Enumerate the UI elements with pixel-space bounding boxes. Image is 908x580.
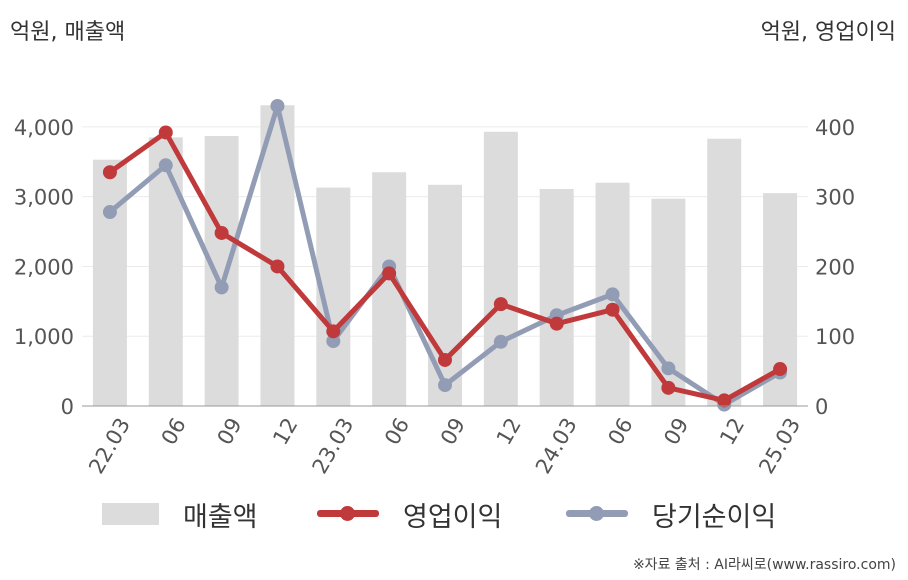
net-income-point	[158, 158, 173, 173]
left-tick-label: 0	[61, 395, 74, 419]
legend: 매출액 영업이익 당기순이익	[0, 492, 908, 536]
x-tick-label: 06	[157, 414, 191, 449]
right-tick-label: 300	[815, 186, 855, 210]
bar	[92, 159, 127, 406]
operating-income-point	[493, 297, 508, 312]
operating-income-point	[326, 324, 341, 339]
line-series	[102, 98, 788, 412]
operating-income-point	[438, 352, 452, 367]
left-tick-label: 1,000	[14, 325, 74, 349]
right-axis-unit: 억원, 영업이익	[760, 20, 896, 45]
x-tick-label: 09	[213, 414, 247, 449]
operating-income-point	[549, 316, 564, 331]
x-tick-label: 09	[659, 414, 693, 449]
operating-income-point	[102, 165, 117, 180]
net-income-point	[661, 361, 676, 376]
bar	[148, 137, 183, 406]
operating-income-point	[382, 266, 397, 281]
bar	[539, 188, 574, 406]
x-tick-label: 12	[492, 414, 526, 449]
x-tick-label: 06	[380, 414, 414, 449]
operating-income-point	[214, 225, 229, 240]
left-tick-label: 4,000	[14, 116, 74, 140]
legend-label-sales: 매출액	[183, 501, 258, 533]
left-tick-label: 3,000	[14, 186, 74, 210]
bar	[707, 138, 742, 407]
net-income-point	[493, 334, 508, 349]
right-tick-label: 100	[815, 325, 855, 349]
left-tick-label: 2,000	[14, 255, 74, 279]
operating-income-point	[270, 259, 285, 274]
x-tick-label: 09	[436, 414, 470, 449]
net-income-point	[605, 287, 620, 302]
x-tick-label: 12	[268, 414, 302, 449]
operating-income-point	[661, 380, 676, 395]
right-tick-label: 400	[815, 116, 855, 140]
x-tick-label: 24.03	[531, 414, 582, 478]
operating-income-point	[717, 393, 732, 408]
x-tick-label: 22.03	[84, 414, 135, 478]
legend-label-operating: 영업이익	[403, 501, 503, 533]
net-income-point	[214, 280, 229, 295]
x-tick-label: 23.03	[308, 414, 359, 478]
left-axis-unit: 억원, 매출액	[10, 20, 126, 45]
combo-chart: 0 1,000 2,000 3,000 4,000 0 100 200 300 400 22.03 0…	[14, 98, 855, 478]
source-note: ※자료 출처 : AI라씨로(www.rassiro.com)	[632, 557, 896, 573]
operating-income-point	[158, 125, 173, 140]
net-income-point	[270, 98, 285, 113]
legend-swatch-sales	[102, 503, 159, 525]
operating-income-point	[773, 362, 788, 377]
right-tick-label: 200	[815, 255, 855, 279]
legend-item-sales: 매출액	[102, 492, 258, 536]
right-tick-label: 0	[815, 395, 828, 419]
legend-item-net: 당기순이익	[566, 492, 776, 536]
legend-swatch-net	[566, 503, 628, 525]
net-income-point	[102, 205, 117, 220]
legend-swatch-operating	[317, 503, 379, 525]
x-tick-label: 06	[603, 414, 637, 449]
net-income-point	[438, 378, 452, 393]
operating-income-point	[605, 302, 620, 317]
legend-item-operating: 영업이익	[317, 492, 502, 536]
bar	[428, 184, 462, 406]
legend-label-net: 당기순이익	[652, 501, 777, 533]
x-tick-label: 12	[715, 414, 749, 449]
bar	[204, 135, 239, 406]
net-income-point	[326, 334, 341, 349]
bar-series	[92, 105, 798, 407]
x-tick-label: 25.03	[754, 414, 805, 478]
bar	[483, 131, 518, 407]
